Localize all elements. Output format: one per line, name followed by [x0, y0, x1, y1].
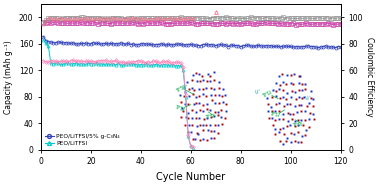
- Text: Li⁺: Li⁺: [304, 95, 312, 101]
- X-axis label: Cycle Number: Cycle Number: [156, 172, 225, 182]
- Text: TFSI⁻: TFSI⁻: [261, 89, 275, 99]
- Text: TFSI⁻: TFSI⁻: [291, 121, 305, 128]
- Text: TFSI⁻: TFSI⁻: [174, 104, 187, 113]
- Legend: PEO/LiTFSI/5% g-C₃N₄, PEO/LiTFSI: PEO/LiTFSI/5% g-C₃N₄, PEO/LiTFSI: [44, 132, 121, 147]
- Text: Li⁺: Li⁺: [181, 83, 190, 91]
- Text: Li⁺: Li⁺: [254, 88, 262, 95]
- Text: TFSI⁻: TFSI⁻: [175, 84, 189, 94]
- Text: TFSI⁻: TFSI⁻: [269, 111, 282, 118]
- Text: TFSI⁻: TFSI⁻: [204, 113, 217, 120]
- Y-axis label: Coulombic Efficiency: Coulombic Efficiency: [365, 37, 374, 117]
- Y-axis label: Capacity (mAh g⁻¹): Capacity (mAh g⁻¹): [4, 40, 13, 114]
